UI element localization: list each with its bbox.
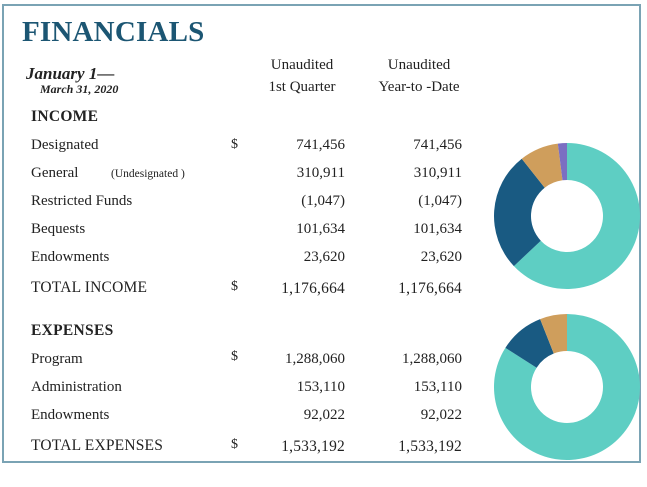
income-q1-value: (1,047) [301,193,345,209]
income-row-label: Restricted Funds [31,193,133,209]
total-expenses-label: TOTAL EXPENSES [31,437,164,454]
income-q1-value: 741,456 [296,137,345,153]
income-q1-value: 23,620 [303,249,345,265]
income-ytd-value: 310,911 [413,165,462,181]
expense-q1-value: 92,022 [303,407,345,423]
column-header-q1: Unaudited 1st Quarter [256,54,348,98]
income-slice-endowments [557,143,567,181]
income-ytd-value: 101,634 [413,221,462,237]
income-ytd-value: (1,047) [418,193,462,209]
period-end: March 31, 2020 [40,82,119,96]
income-row-label: General [31,165,79,181]
income-q1-value: 310,911 [296,165,345,181]
currency-symbol: $ [231,349,238,364]
page-title: FINANCIALS [22,16,205,48]
expense-row-label: Program [31,351,83,367]
income-row-label: Designated [31,137,99,153]
total-expenses-q1: 1,533,192 [281,438,345,455]
expense-q1-value: 1,288,060 [285,351,345,367]
income-row-note: (Undesignated ) [111,168,185,180]
currency-symbol: $ [231,137,238,152]
expense-row-label: Endowments [31,407,110,423]
expenses-slice-endowments [540,314,567,354]
currency-symbol: $ [231,279,238,294]
income-ytd-value: 741,456 [413,137,462,153]
expense-ytd-value: 1,288,060 [402,351,462,367]
expense-ytd-value: 153,110 [413,379,462,395]
column-header-q1-line2: 1st Quarter [268,79,336,95]
expenses-heading: EXPENSES [31,322,114,339]
column-header-ytd-line2: Year-to -Date [378,79,460,95]
income-q1-value: 101,634 [296,221,345,237]
total-expenses-ytd: 1,533,192 [398,438,462,455]
expense-row-label: Administration [31,379,122,395]
column-header-ytd: Unaudited Year-to -Date [368,54,470,98]
column-header-ytd-line1: Unaudited [387,57,451,73]
expense-q1-value: 153,110 [296,379,345,395]
income-slice-general [494,158,545,267]
income-ytd-value: 23,620 [420,249,462,265]
income-heading: INCOME [31,108,99,125]
income-row-label: Endowments [31,249,110,265]
expenses-slice-program [494,314,640,460]
income-slice-designated [513,143,640,289]
column-header-q1-line1: Unaudited [270,57,334,73]
expense-ytd-value: 92,022 [420,407,462,423]
total-income-label: TOTAL INCOME [31,279,148,296]
currency-symbol: $ [231,437,238,452]
period-start: January 1— [26,64,115,83]
income-donut-chart [494,143,640,289]
income-row-label: Bequests [31,221,86,237]
total-income-q1: 1,176,664 [281,280,345,297]
total-income-ytd: 1,176,664 [398,280,462,297]
expenses-slice-administration [505,319,554,368]
income-slice-bequests [521,143,563,188]
expenses-donut-chart [494,314,640,460]
